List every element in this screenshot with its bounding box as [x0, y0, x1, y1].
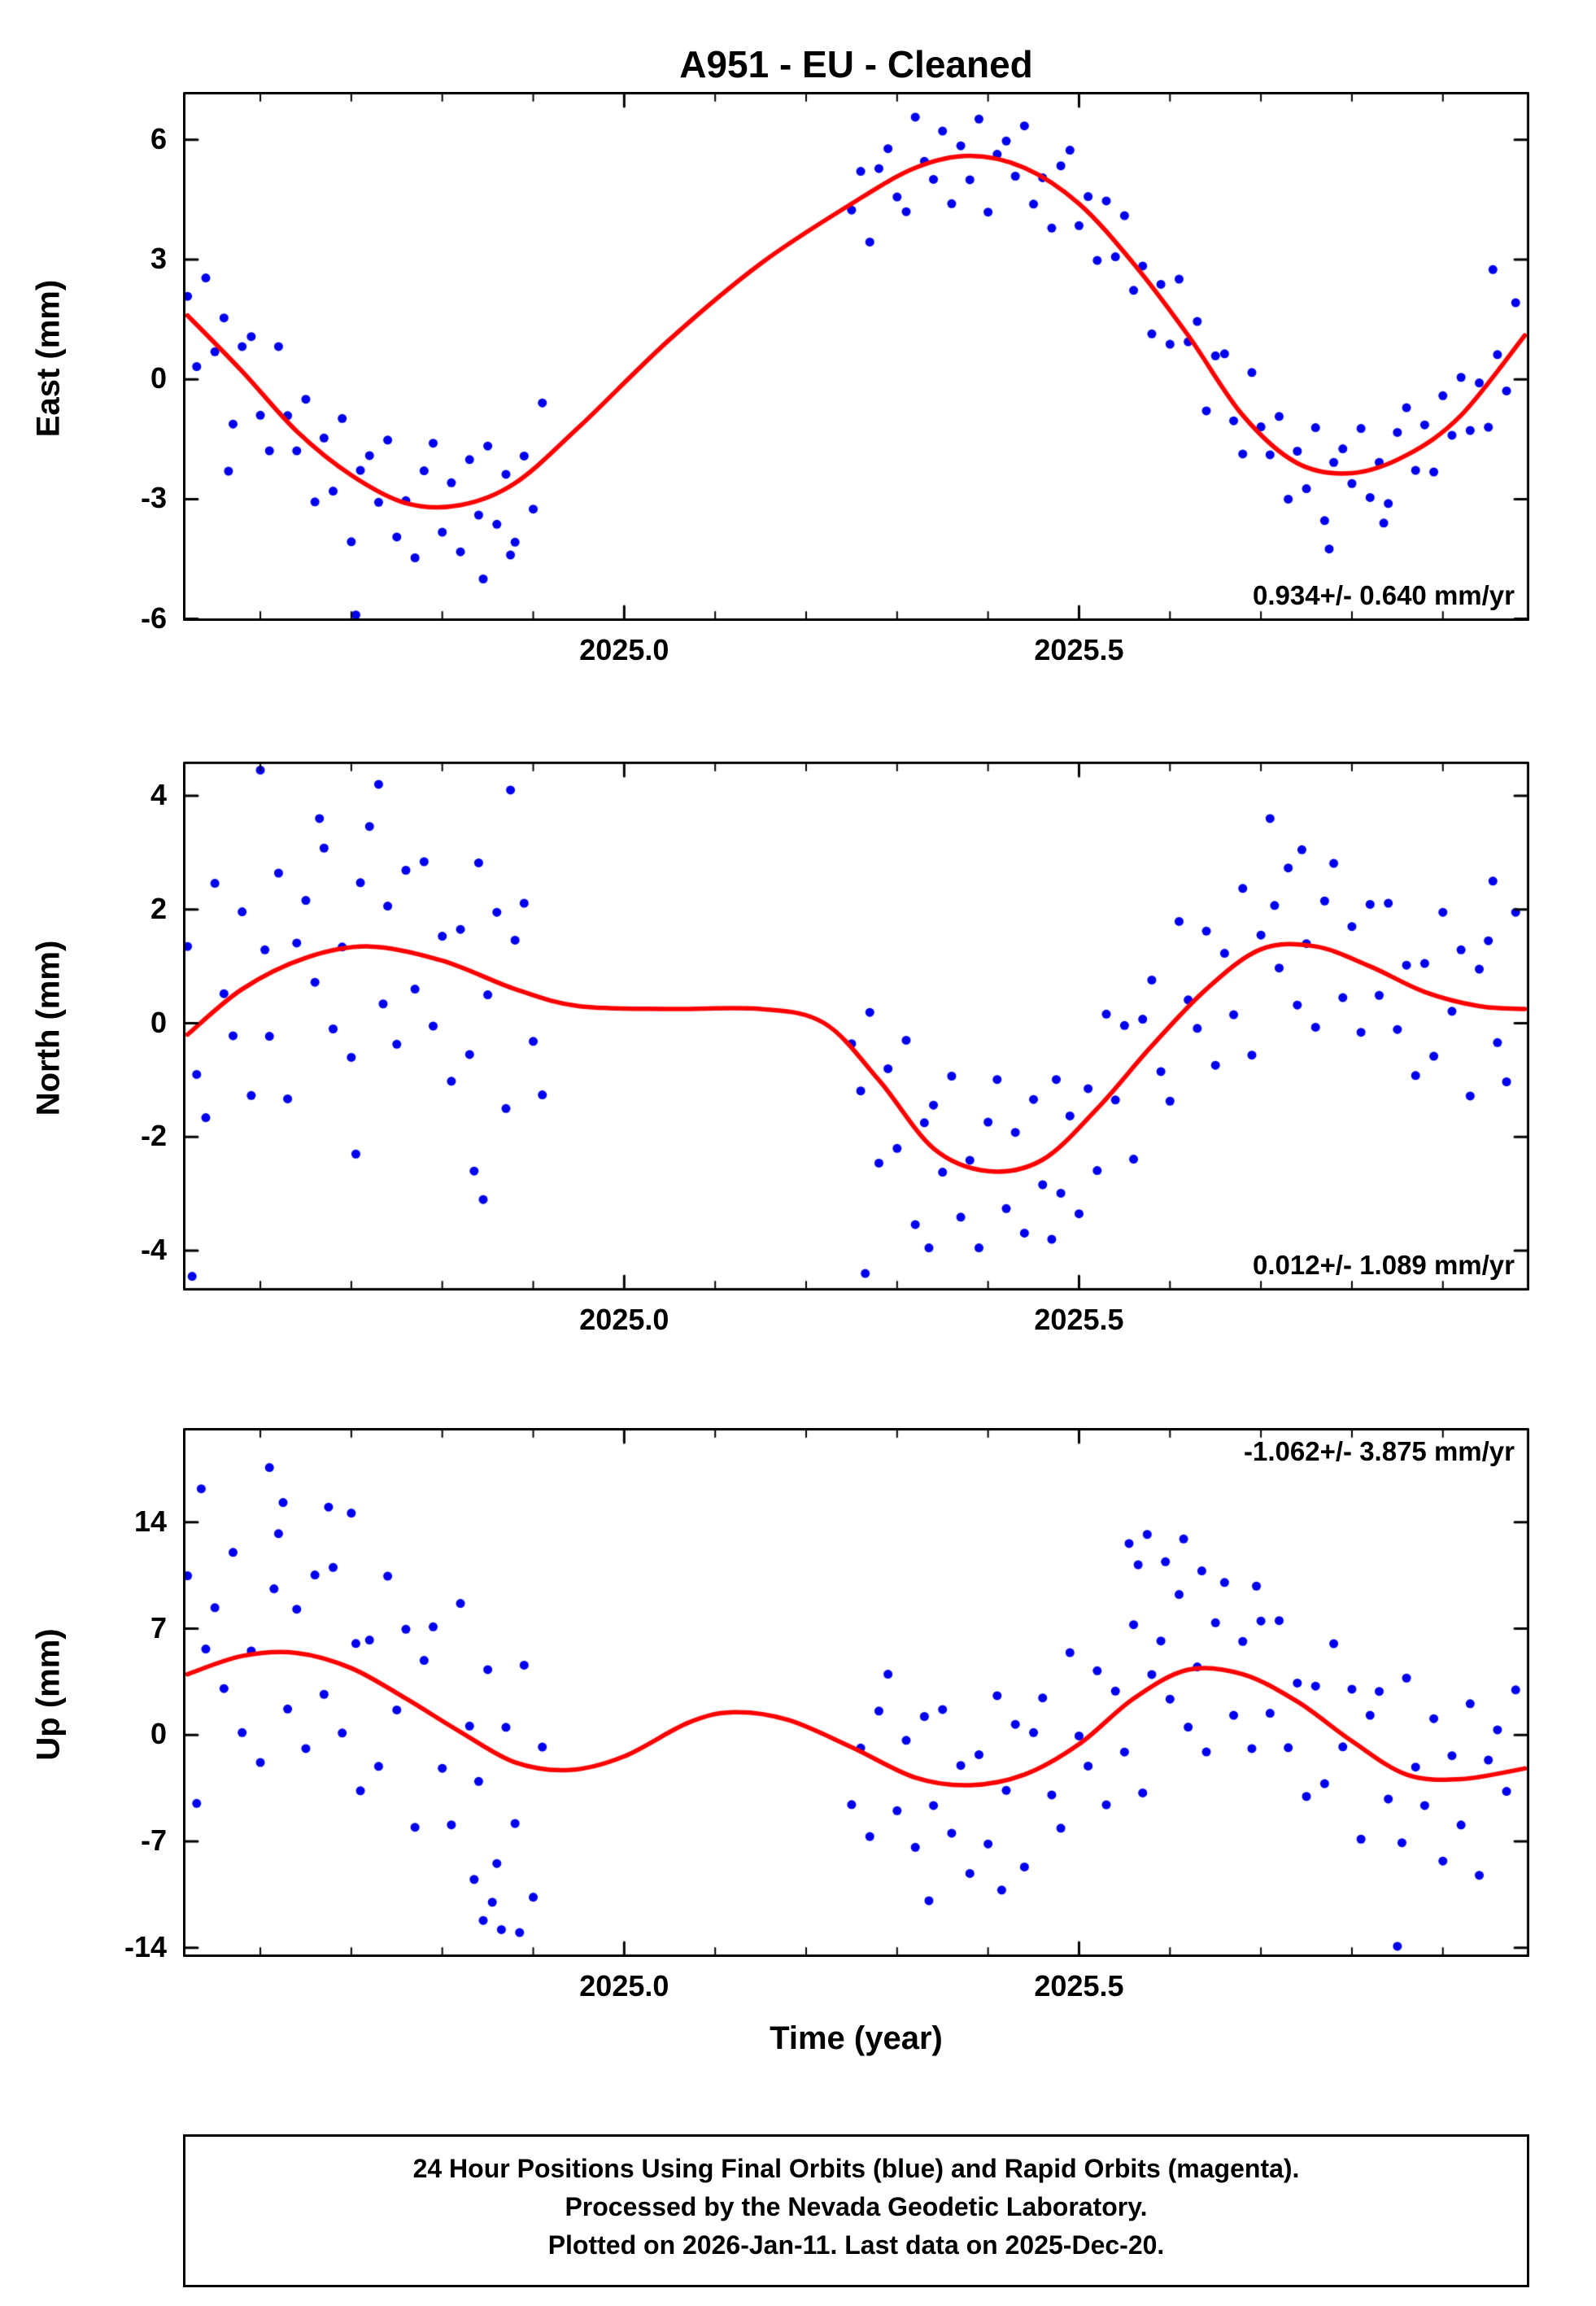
y-tick-label: -6	[140, 601, 167, 635]
north-panel: 0.012+/- 1.089 mm/yr -4 -2 0 2 4 2025.0 2025.5	[141, 762, 1529, 1336]
y-tick-label: 6	[150, 121, 167, 155]
y-tick-label: -3	[140, 481, 167, 515]
east-rate-label: 0.934+/- 0.640 mm/yr	[1253, 580, 1515, 610]
east-axis-label: East (mm)	[30, 279, 67, 438]
y-tick-label: 2	[150, 891, 167, 925]
north-rate-label: 0.012+/- 1.089 mm/yr	[1253, 1250, 1515, 1280]
y-tick-label: 0	[150, 361, 167, 395]
caption-box: 24 Hour Positions Using Final Orbits (bl…	[183, 2134, 1529, 2287]
up-rate-label: -1.062+/- 3.875 mm/yr	[1244, 1436, 1515, 1466]
y-tick-label: -2	[140, 1119, 167, 1153]
y-tick-label: 0	[150, 1005, 167, 1039]
east-plot-canvas	[183, 92, 1529, 621]
y-tick-label: 14	[133, 1504, 167, 1538]
y-tick-label: 7	[150, 1610, 167, 1644]
up-panel: -1.062+/- 3.875 mm/yr -14 -7 0 7 14 2025.0 202…	[124, 1428, 1529, 2002]
caption-line-3: Plotted on 2026-Jan-11. Last data on 202…	[547, 2230, 1165, 2260]
y-tick-label: -14	[124, 1929, 167, 1963]
x-tick-label: 2025.5	[1034, 1303, 1124, 1336]
x-tick-label: 2025.0	[579, 633, 669, 666]
east-panel: 0.934+/- 0.640 mm/yr -6 -3 0 3 6 2025.0 2025.5	[141, 92, 1529, 666]
x-tick-label: 2025.0	[579, 1303, 669, 1336]
north-plot-canvas	[183, 762, 1529, 1291]
y-tick-label: -7	[140, 1823, 167, 1858]
x-axis-label: Time (year)	[770, 2020, 943, 2056]
page-title: A951 - EU - Cleaned	[679, 43, 1033, 85]
y-tick-label: 3	[150, 242, 167, 276]
caption-line-2: Processed by the Nevada Geodetic Laborat…	[565, 2192, 1148, 2221]
caption-line-1: 24 Hour Positions Using Final Orbits (bl…	[412, 2154, 1300, 2183]
up-plot-canvas	[183, 1428, 1529, 1957]
y-tick-label: -4	[140, 1233, 167, 1267]
x-tick-label: 2025.0	[579, 1969, 669, 2002]
x-tick-label: 2025.5	[1034, 633, 1124, 666]
y-tick-label: 4	[150, 777, 167, 811]
x-tick-label: 2025.5	[1034, 1969, 1124, 2002]
y-tick-label: 0	[150, 1717, 167, 1751]
